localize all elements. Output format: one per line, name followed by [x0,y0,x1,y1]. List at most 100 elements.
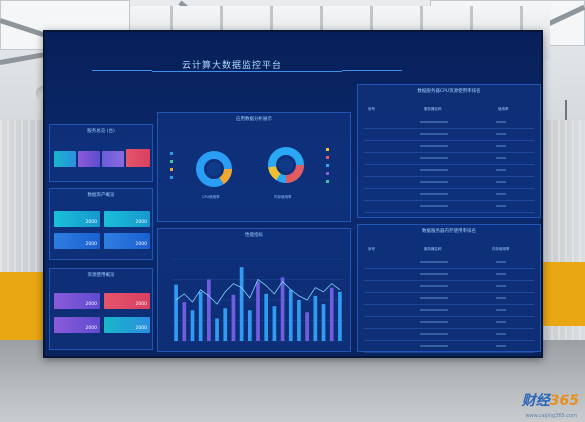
bar [338,291,342,341]
table-header: 使用率 [498,107,509,111]
table-cell [420,321,448,323]
bar [174,284,178,341]
bar [321,304,326,341]
bar [297,300,301,341]
legend-item [326,147,331,151]
trend-line [175,278,341,305]
table-header: 服务器名称 [424,247,442,251]
donut-hole [207,162,221,176]
stat-tile [78,151,100,167]
table-cell [496,169,506,171]
resource-usage-panel: 资源使用概览 2000 2000 2000 2000 [49,268,153,350]
table-row [364,293,534,305]
bar [239,267,244,341]
bar [182,302,187,341]
title-frame [92,56,402,72]
table-cell [496,181,506,183]
donut-ring [196,151,232,187]
bar [280,277,285,341]
table-cell [496,157,506,159]
stat-tile: 2000 [104,317,150,333]
donut-charts [196,147,304,187]
table-cell [420,205,448,207]
watermark-brand: 财经 [521,393,550,409]
cpu-ranking-panel: 数据服务器CPU资源使用率排名 序号 服务器名称 使用率 [357,84,541,218]
panel-title: 服务总览 (台) [87,129,115,134]
table-row [364,341,534,353]
table-row [364,165,534,177]
stat-tile: 2000 [54,211,100,227]
table-row [364,117,534,129]
stat-tile [54,151,76,167]
table-cell [496,145,506,147]
table-row [364,201,534,213]
table-cell [496,261,506,263]
stat-tile: 2000 [104,211,150,227]
watermark-logo: 财经365 [522,390,579,410]
bar [272,306,277,341]
bar [207,279,211,341]
panel-title: 数据资产概览 [87,193,115,198]
table-cell [496,297,506,299]
legend-item [326,155,331,159]
stat-tile: 2000 [104,233,150,249]
table-cell [420,309,448,311]
yellow-railing-left [0,272,44,340]
bar [329,287,334,341]
service-overview-panel: 服务总览 (台) [49,124,153,182]
stat-value: 2000 [135,326,147,331]
table-row [364,329,534,341]
bar [247,310,252,341]
stat-value: 2000 [85,242,97,247]
watermark-brand-number: 365 [549,393,579,409]
bar [264,293,269,341]
table-cell [420,145,448,147]
table-cell [496,193,506,195]
table-row [364,141,534,153]
table-cell [420,285,448,287]
stat-tile: 2000 [104,293,150,309]
legend-item [170,159,175,163]
table-cell [420,193,448,195]
bar [288,289,293,341]
yellow-railing-right [539,262,585,326]
stat-tile: 2000 [54,293,100,309]
table-cell [420,333,448,335]
bar [313,295,318,341]
bar [190,310,195,341]
table-row [364,269,534,281]
donut-ring [268,147,304,183]
table-cell [420,297,448,299]
stat-tile [126,149,150,167]
table-cell [420,121,448,123]
stat-value: 2000 [135,242,147,247]
bar [198,291,203,341]
table-header: 序号 [368,247,375,251]
stat-value: 2000 [135,302,147,307]
table-header: 服务器名称 [424,107,442,111]
table-cell [420,345,448,347]
bar [305,312,309,341]
stat-value: 2000 [135,220,147,225]
screen-title: 云计算大数据监控平台 [181,61,282,71]
performance-panel: 性能指标 [157,228,351,352]
bar [231,294,236,341]
legend-item [170,167,175,171]
table-cell [496,285,506,287]
panel-title: 应用数据分析展示 [236,117,272,122]
table-cell [420,157,448,159]
legend-item [170,151,175,155]
table-cell [496,273,506,275]
legend-item [170,175,175,179]
legend-item [326,171,331,175]
table-cell [496,309,506,311]
legend-item [326,163,331,167]
donut1-label: CPU使用率 [202,195,220,199]
table-row [364,281,534,293]
table-row [364,257,534,269]
watermark-url: www.caijing365.com [525,413,577,419]
table-row [364,317,534,329]
stat-value: 2000 [85,302,97,307]
stat-tile: 2000 [54,317,100,333]
stat-value: 2000 [85,220,97,225]
